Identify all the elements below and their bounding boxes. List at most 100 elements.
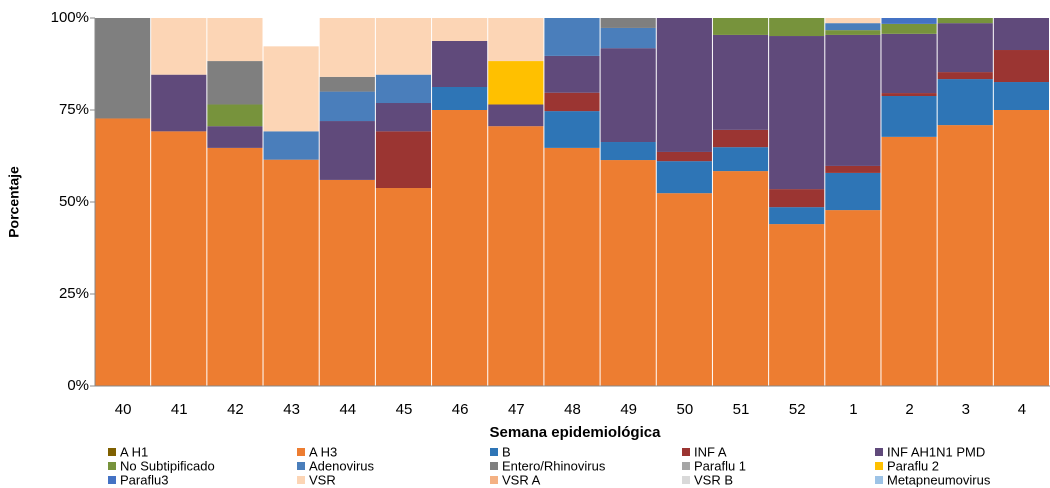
bar-segment (488, 104, 544, 127)
legend-swatch (108, 462, 116, 470)
legend-swatch (875, 462, 883, 470)
bar-segment (544, 55, 600, 93)
legend-label: Paraflu 1 (694, 458, 746, 473)
bar-segment (656, 161, 712, 194)
legend-label: A H1 (120, 444, 148, 459)
bar-segment (993, 18, 1049, 51)
bar-segment (432, 18, 488, 41)
bar-segment (600, 18, 656, 28)
bar-segment (881, 18, 937, 24)
bar-segment (712, 34, 769, 130)
x-tick-label: 44 (339, 401, 356, 418)
bar-segment (319, 76, 375, 92)
bar-segment (95, 18, 151, 119)
legend-label: VSR B (694, 472, 733, 487)
y-tick-label: 25% (59, 285, 89, 302)
legend-swatch (875, 476, 883, 484)
bar-segment (207, 147, 263, 386)
legend-swatch (490, 448, 498, 456)
bar-segment (937, 23, 993, 73)
bar-segment (656, 151, 712, 162)
x-tick-label: 42 (227, 401, 244, 418)
bar-segment (937, 18, 993, 24)
legend-label: VSR (309, 472, 336, 487)
bar-segment (151, 131, 207, 386)
bar-segment (151, 18, 207, 75)
bar-segment (825, 172, 881, 211)
bar-segment (95, 118, 151, 387)
bar-segment (993, 50, 1049, 83)
bar-segment (881, 23, 937, 34)
bar-segment (600, 27, 656, 49)
legend-label: INF AH1N1 PMD (887, 444, 985, 459)
bar-segment (207, 61, 263, 105)
bar-segment (544, 92, 600, 112)
x-tick-label: 43 (283, 401, 300, 418)
bar-segment (319, 91, 375, 122)
bar-segment (600, 48, 656, 143)
bar-segment (769, 36, 825, 190)
bar-segment (544, 18, 600, 56)
bar-segment (937, 72, 993, 80)
bar-segment (263, 131, 319, 160)
bar-segment (656, 193, 712, 386)
legend-label: Paraflu3 (120, 472, 168, 487)
x-tick-label: 41 (171, 401, 188, 418)
legend-label: Entero/Rhinovirus (502, 458, 606, 473)
bar-segment (712, 129, 769, 148)
bar-segment (993, 110, 1049, 386)
x-axis-title: Semana epidemiológica (490, 424, 662, 441)
legend-label: VSR A (502, 472, 541, 487)
legend-swatch (108, 476, 116, 484)
bar-segment (488, 61, 544, 105)
x-tick-label: 48 (564, 401, 581, 418)
bar-segment (488, 126, 544, 386)
legend-swatch (297, 448, 305, 456)
y-tick-label: 50% (59, 193, 89, 210)
bar-segment (825, 165, 881, 173)
x-tick-label: 1 (849, 401, 857, 418)
bar-segment (432, 87, 488, 110)
legend-swatch (682, 476, 690, 484)
x-tick-label: 3 (962, 401, 970, 418)
bar-segment (881, 96, 937, 137)
legend-swatch (297, 476, 305, 484)
x-tick-label: 47 (508, 401, 525, 418)
bar-segment (432, 41, 488, 87)
y-tick-label: 100% (51, 9, 89, 26)
x-tick-label: 4 (1018, 401, 1026, 418)
x-tick-label: 45 (396, 401, 413, 418)
y-tick-label: 75% (59, 101, 89, 118)
bar-segment (600, 160, 656, 386)
bar-segment (151, 74, 207, 132)
legend-label: INF A (694, 444, 727, 459)
legend-label: Adenovirus (309, 458, 375, 473)
legend-swatch (297, 462, 305, 470)
bar-segment (769, 189, 825, 208)
bar-segment (825, 23, 881, 31)
x-tick-label: 2 (905, 401, 913, 418)
legend-swatch (490, 462, 498, 470)
legend-swatch (682, 462, 690, 470)
bar-segment (319, 121, 375, 180)
x-tick-label: 46 (452, 401, 469, 418)
x-tick-label: 40 (115, 401, 132, 418)
x-tick-label: 49 (620, 401, 637, 418)
bar-segment (769, 18, 825, 37)
bar-segment (375, 103, 432, 132)
legend-swatch (875, 448, 883, 456)
bar-segment (937, 79, 993, 126)
bar-segment (375, 131, 432, 189)
bar-segment (375, 188, 432, 386)
legend-label: Paraflu 2 (887, 458, 939, 473)
bar-segment (432, 110, 488, 386)
bar-segment (825, 30, 881, 35)
bar-segment (881, 33, 937, 94)
legend-label: No Subtipificado (120, 458, 215, 473)
bar-segment (207, 18, 263, 62)
bar-segment (993, 82, 1049, 110)
bar-segment (769, 224, 825, 386)
bar-segment (375, 18, 432, 75)
bar-segment (319, 18, 375, 77)
